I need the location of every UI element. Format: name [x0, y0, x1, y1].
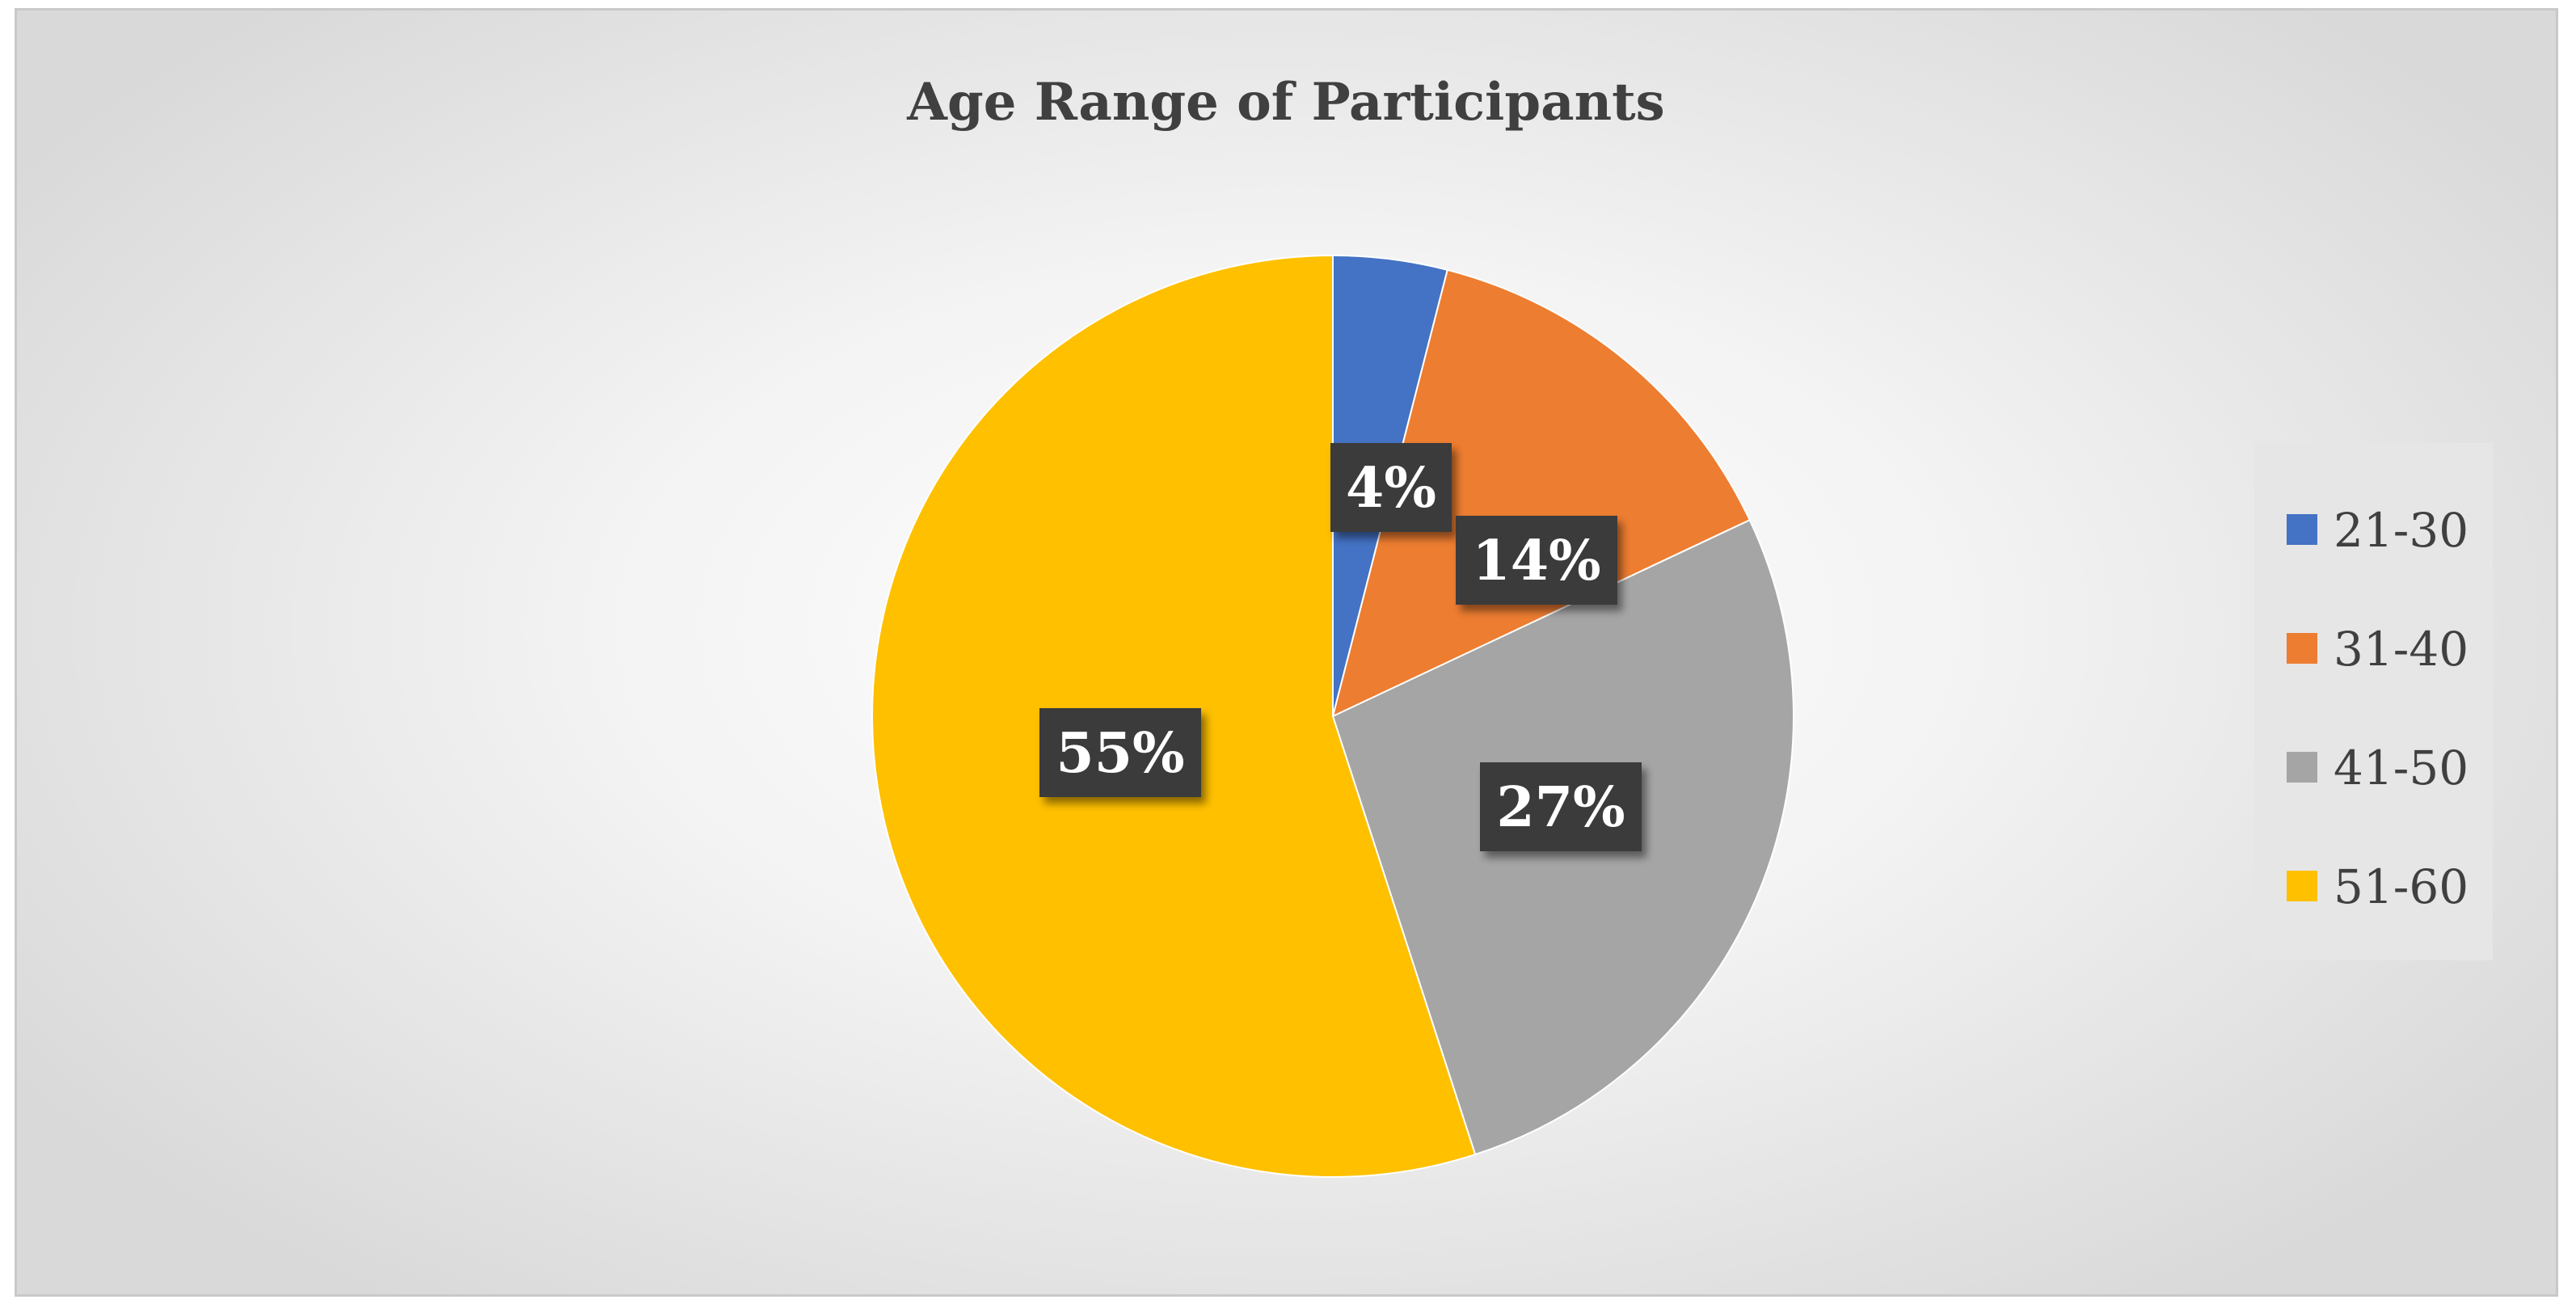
legend-label: 31-40: [2334, 622, 2468, 677]
legend-swatch: [2287, 514, 2317, 545]
data-labels: 4% 14% 27% 55%: [1039, 443, 1642, 851]
legend-label: 41-50: [2334, 740, 2468, 795]
pie-slice-31-40: [1331, 268, 1752, 718]
data-label-text: 4%: [1346, 456, 1436, 521]
data-label-box: [1456, 516, 1617, 605]
legend-swatch: [2287, 871, 2317, 901]
legend-item-21-30: 21-30: [2287, 503, 2468, 558]
legend-label: 21-30: [2334, 503, 2468, 558]
legend-label: 51-60: [2334, 859, 2468, 914]
data-label-text: 55%: [1056, 721, 1184, 786]
legend: 21-30 31-40 41-50 51-60: [2254, 443, 2493, 960]
legend-item-31-40: 31-40: [2287, 622, 2468, 677]
data-label-text: 14%: [1472, 529, 1600, 593]
chart-area: Age Range of Participants 4% 14% 27% 55% 21…: [15, 8, 2558, 1297]
data-label-21-30: 4%: [1330, 443, 1452, 532]
legend-item-51-60: 51-60: [2287, 859, 2468, 914]
data-label-31-40: 14%: [1456, 516, 1617, 605]
legend-item-41-50: 41-50: [2287, 740, 2468, 795]
legend-swatch: [2287, 752, 2317, 783]
pie-slices: [871, 254, 1794, 1178]
data-label-text: 27%: [1496, 775, 1625, 840]
chart-title: Age Range of Participants: [906, 72, 1664, 133]
data-label-box: [1039, 708, 1201, 797]
data-label-41-50: 27%: [1480, 762, 1642, 851]
data-label-box: [1480, 762, 1642, 851]
pie-chart: Age Range of Participants 4% 14% 27% 55% 21…: [871, 72, 2493, 1178]
legend-swatch: [2287, 633, 2317, 664]
data-label-box: [1330, 443, 1452, 532]
data-label-51-60: 55%: [1039, 708, 1201, 797]
